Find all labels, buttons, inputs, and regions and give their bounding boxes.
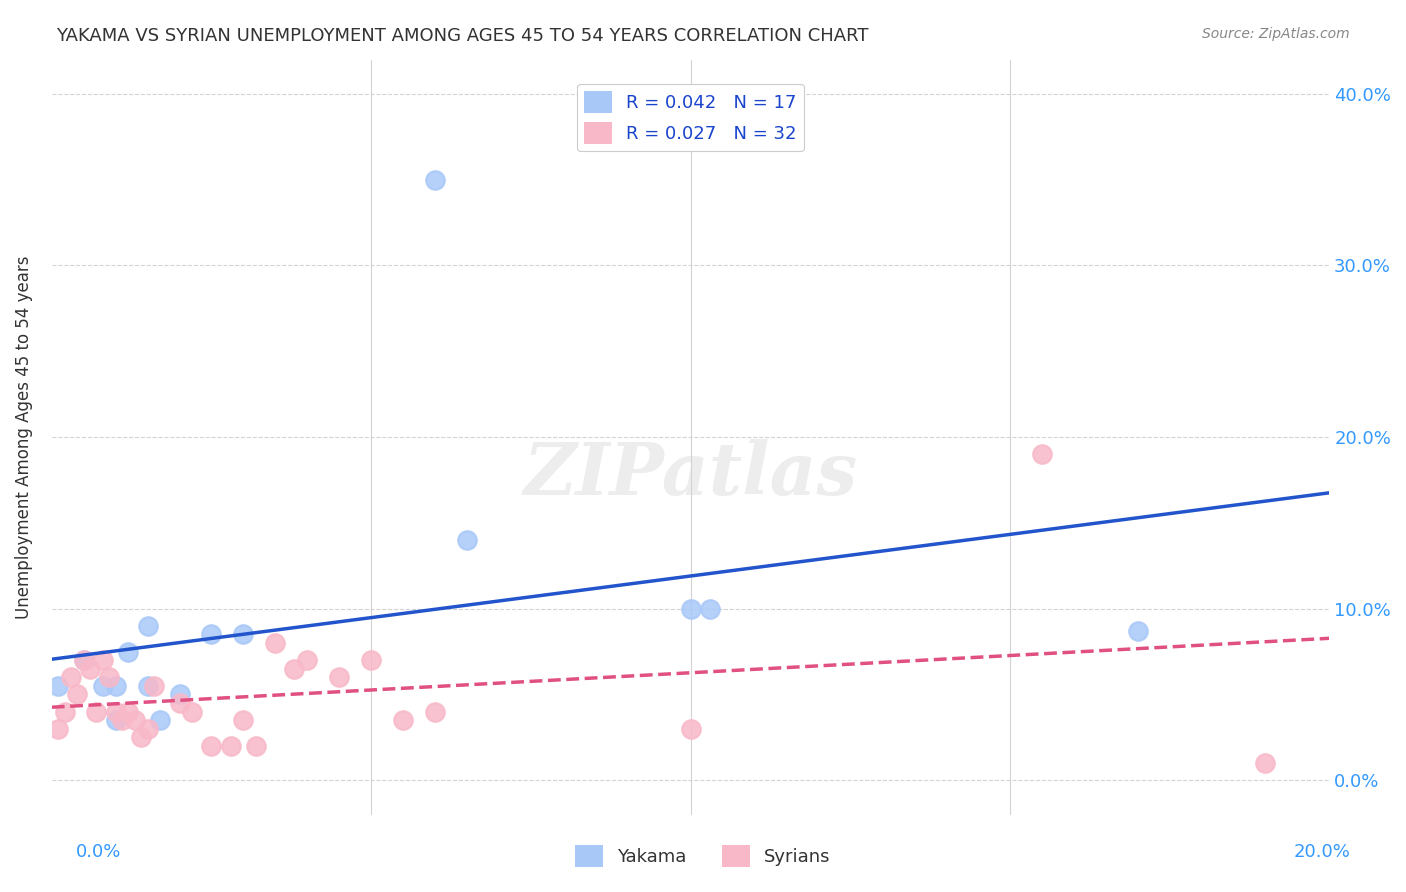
Point	[104, 705, 127, 719]
Legend: Yakama, Syrians: Yakama, Syrians	[568, 838, 838, 874]
Point	[392, 713, 415, 727]
Point	[423, 172, 446, 186]
Point	[46, 679, 69, 693]
Text: 20.0%: 20.0%	[1294, 843, 1350, 861]
Point	[73, 653, 96, 667]
Point	[200, 627, 222, 641]
Point	[86, 705, 108, 719]
Point	[1126, 624, 1149, 638]
Point	[129, 731, 152, 745]
Text: 0.0%: 0.0%	[76, 843, 121, 861]
Point	[117, 644, 139, 658]
Point	[104, 679, 127, 693]
Point	[699, 601, 721, 615]
Point	[104, 713, 127, 727]
Point	[423, 705, 446, 719]
Point	[79, 662, 101, 676]
Point	[59, 670, 82, 684]
Point	[91, 679, 114, 693]
Point	[98, 670, 121, 684]
Point	[73, 653, 96, 667]
Legend: R = 0.042   N = 17, R = 0.027   N = 32: R = 0.042 N = 17, R = 0.027 N = 32	[578, 84, 804, 152]
Point	[679, 601, 702, 615]
Point	[232, 627, 254, 641]
Point	[264, 636, 287, 650]
Text: YAKAMA VS SYRIAN UNEMPLOYMENT AMONG AGES 45 TO 54 YEARS CORRELATION CHART: YAKAMA VS SYRIAN UNEMPLOYMENT AMONG AGES…	[56, 27, 869, 45]
Point	[245, 739, 267, 753]
Point	[136, 679, 159, 693]
Point	[91, 653, 114, 667]
Point	[232, 713, 254, 727]
Point	[136, 722, 159, 736]
Point	[136, 619, 159, 633]
Point	[111, 713, 134, 727]
Y-axis label: Unemployment Among Ages 45 to 54 years: Unemployment Among Ages 45 to 54 years	[15, 255, 32, 619]
Point	[169, 696, 191, 710]
Point	[679, 722, 702, 736]
Point	[117, 705, 139, 719]
Point	[46, 722, 69, 736]
Point	[53, 705, 76, 719]
Point	[200, 739, 222, 753]
Point	[142, 679, 165, 693]
Text: ZIPatlas: ZIPatlas	[523, 440, 858, 510]
Point	[297, 653, 319, 667]
Point	[1031, 447, 1053, 461]
Point	[181, 705, 204, 719]
Point	[328, 670, 350, 684]
Text: Source: ZipAtlas.com: Source: ZipAtlas.com	[1202, 27, 1350, 41]
Point	[219, 739, 242, 753]
Point	[66, 688, 89, 702]
Point	[1254, 756, 1277, 770]
Point	[360, 653, 382, 667]
Point	[149, 713, 172, 727]
Point	[456, 533, 478, 547]
Point	[169, 688, 191, 702]
Point	[124, 713, 146, 727]
Point	[283, 662, 305, 676]
